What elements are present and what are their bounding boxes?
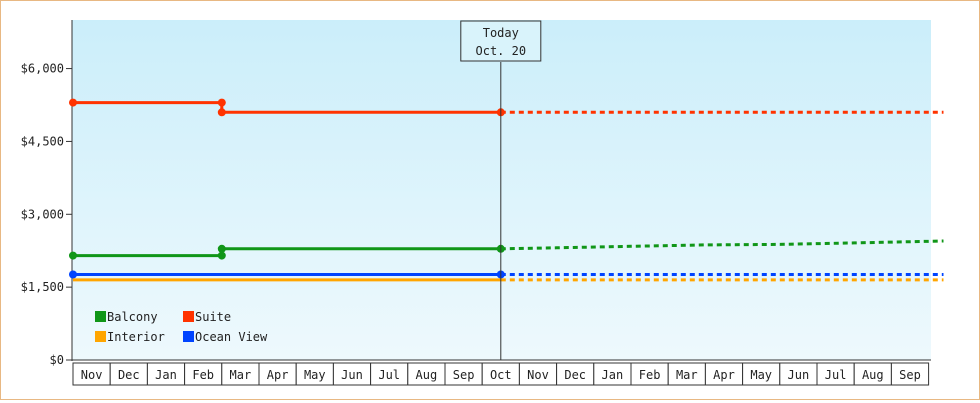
x-tick-label: Mar <box>676 368 698 382</box>
legend: Balcony Suite Interior Ocean View <box>95 310 268 344</box>
x-tick-label: Dec <box>564 368 586 382</box>
legend-label: Interior <box>107 330 165 344</box>
series-suite-point <box>69 98 77 107</box>
y-tick-label: $4,500 <box>21 134 64 148</box>
x-tick-label: Aug <box>862 368 884 382</box>
x-tick-label: Jan <box>602 368 624 382</box>
today-box <box>460 20 542 62</box>
legend-swatch <box>183 311 194 322</box>
y-tick-label: $0 <box>50 353 64 367</box>
x-tick-label: Mar <box>230 368 252 382</box>
series-suite-point <box>217 98 226 107</box>
x-tick-label: Jun <box>341 368 363 382</box>
series-balcony-point <box>217 251 226 260</box>
legend-swatch <box>183 331 194 342</box>
y-tick-label: $6,000 <box>21 62 64 76</box>
x-tick-label: Nov <box>81 368 103 382</box>
x-tick-label: Jan <box>155 368 177 382</box>
legend-label: Suite <box>195 310 231 324</box>
x-tick-label: Feb <box>639 368 661 382</box>
x-tick-label: May <box>304 368 326 382</box>
x-tick-label: Jun <box>788 368 810 382</box>
x-tick-label: Nov <box>527 368 549 382</box>
legend-swatch <box>95 311 106 322</box>
today-date-label: Oct. 20 <box>476 44 527 58</box>
series-layer <box>69 98 944 282</box>
x-tick-label: Aug <box>416 368 438 382</box>
series-balcony-point <box>217 244 226 253</box>
x-month-cell <box>890 362 930 386</box>
series-balcony-point <box>69 251 77 260</box>
x-tick-label: Feb <box>192 368 214 382</box>
series-suite-point <box>217 108 226 117</box>
y-tick-label: $3,000 <box>21 207 64 221</box>
x-tick-label: May <box>750 368 772 382</box>
x-tick-label: Sep <box>899 368 921 382</box>
x-axis: Nov Dec Jan Feb Mar Apr May Jun Jul Aug Sep Oct Nov D… <box>72 359 931 386</box>
series-suite-line <box>73 101 501 114</box>
x-tick-label: Sep <box>453 368 475 382</box>
legend-swatch <box>95 331 106 342</box>
y-axis: $0 $1,500 $3,000 $4,500 $6,000 <box>21 20 73 367</box>
x-tick-label: Apr <box>713 368 735 382</box>
x-tick-label: Jul <box>825 368 847 382</box>
y-tick-label: $1,500 <box>21 280 64 294</box>
x-tick-label: Apr <box>267 368 289 382</box>
legend-label: Ocean View <box>195 330 268 344</box>
x-tick-label: Oct <box>490 368 512 382</box>
legend-label: Balcony <box>107 310 158 324</box>
series-balcony-projection <box>500 239 944 251</box>
today-label: Today <box>483 26 519 40</box>
x-tick-label: Dec <box>118 368 140 382</box>
today-marker: Today Oct. 20 <box>460 20 542 360</box>
series-ocean-view-point <box>69 270 77 279</box>
plot-area <box>72 20 931 360</box>
x-tick-label: Jul <box>378 368 400 382</box>
